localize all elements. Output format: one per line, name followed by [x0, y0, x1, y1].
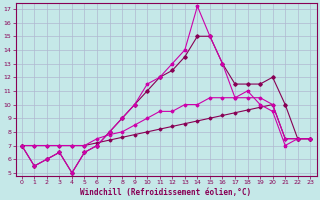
X-axis label: Windchill (Refroidissement éolien,°C): Windchill (Refroidissement éolien,°C)	[80, 188, 252, 197]
